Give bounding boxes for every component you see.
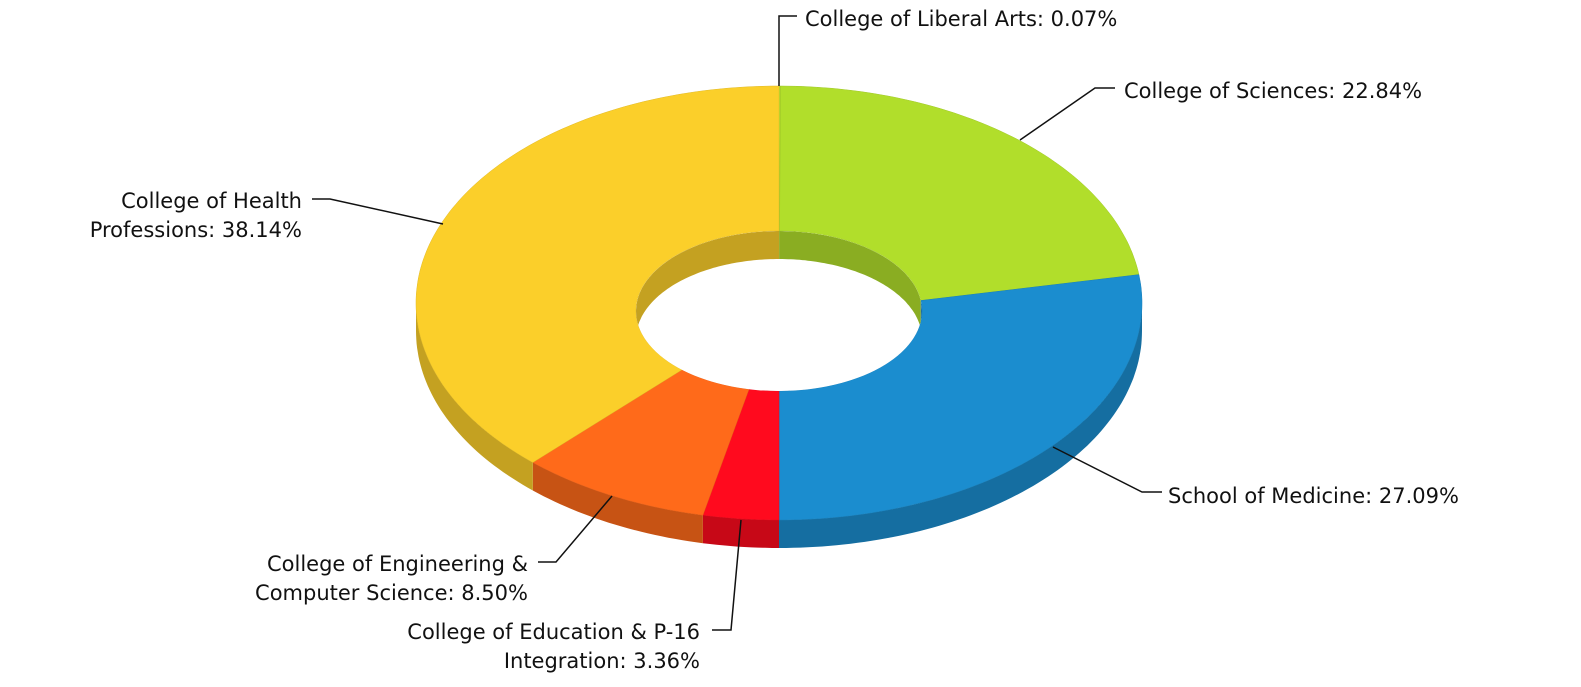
slice-label: College of Engineering & [267,552,528,576]
leader-line [312,198,444,225]
slice-label: College of Education & P-16 [407,620,700,644]
slice-side [416,303,533,491]
leader-line [1052,446,1162,493]
leader-line [538,495,613,563]
slice-side [702,515,779,548]
slice-label: College of Sciences: 22.84% [1124,79,1422,103]
slice-label: College of Liberal Arts: 0.07% [805,7,1117,31]
slice-label: Professions: 38.14% [90,218,302,242]
hole-wall-part [636,231,779,339]
slice-label: College of Health [121,189,302,213]
hole-wall-part [779,231,921,329]
leader-line [778,15,797,86]
donut-hole [636,231,922,391]
slice-label: Integration: 3.36% [504,649,700,673]
leader-line [1019,87,1115,141]
hole-wall-part [779,231,780,259]
slice-side [779,303,1142,548]
leader-line [712,519,742,631]
slice-label: Computer Science: 8.50% [255,581,528,605]
slice-label: School of Medicine: 27.09% [1168,484,1459,508]
